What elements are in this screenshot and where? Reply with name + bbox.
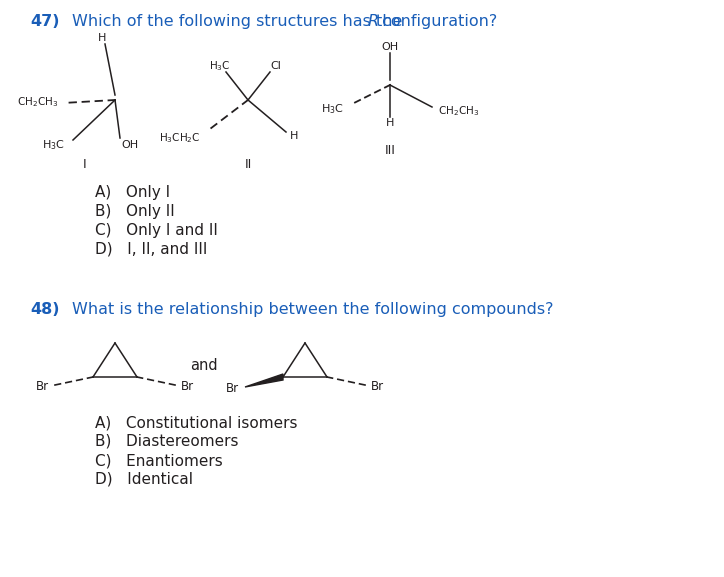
Text: Br: Br: [226, 383, 239, 395]
Text: A)   Constitutional isomers: A) Constitutional isomers: [95, 415, 298, 430]
Text: OH: OH: [121, 140, 138, 150]
Text: configuration?: configuration?: [377, 14, 497, 29]
Text: H: H: [386, 118, 394, 128]
Text: H$_3$C: H$_3$C: [209, 59, 231, 73]
Text: Cl: Cl: [271, 61, 282, 71]
Text: C)   Enantiomers: C) Enantiomers: [95, 453, 223, 468]
Text: B)   Diastereomers: B) Diastereomers: [95, 434, 238, 449]
Text: Which of the following structures has the: Which of the following structures has th…: [72, 14, 408, 29]
Text: C)   Only I and II: C) Only I and II: [95, 223, 218, 238]
Text: 47): 47): [30, 14, 59, 29]
Text: H$_3$C: H$_3$C: [42, 138, 65, 152]
Text: Br: Br: [181, 380, 194, 394]
Text: H: H: [98, 33, 106, 43]
Text: H: H: [290, 131, 298, 141]
Text: CH$_2$CH$_3$: CH$_2$CH$_3$: [438, 104, 479, 118]
Text: R: R: [368, 14, 379, 29]
Text: What is the relationship between the following compounds?: What is the relationship between the fol…: [72, 302, 554, 317]
Text: H$_3$CH$_2$C: H$_3$CH$_2$C: [159, 131, 201, 145]
Text: and: and: [190, 358, 218, 373]
Polygon shape: [245, 374, 283, 387]
Text: D)   I, II, and III: D) I, II, and III: [95, 242, 207, 257]
Text: Br: Br: [36, 380, 49, 394]
Text: III: III: [384, 144, 395, 156]
Text: B)   Only II: B) Only II: [95, 204, 174, 219]
Text: I: I: [83, 159, 87, 171]
Text: H$_3$C: H$_3$C: [321, 102, 344, 116]
Text: A)   Only I: A) Only I: [95, 185, 170, 200]
Text: 48): 48): [30, 302, 59, 317]
Text: OH: OH: [382, 42, 399, 52]
Text: II: II: [245, 159, 252, 171]
Text: CH$_2$CH$_3$: CH$_2$CH$_3$: [17, 95, 58, 109]
Text: Br: Br: [371, 380, 384, 394]
Text: D)   Identical: D) Identical: [95, 472, 193, 487]
